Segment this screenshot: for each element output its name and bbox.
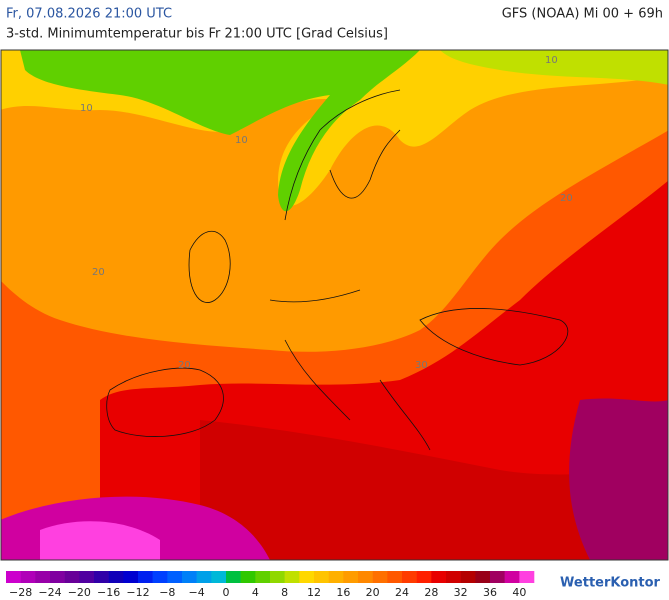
legend-label: 28	[424, 586, 438, 599]
legend-swatch	[123, 571, 139, 583]
legend-swatch	[387, 571, 403, 583]
legend-swatch	[431, 571, 447, 583]
legend-label: −24	[38, 586, 61, 599]
legend-swatch	[20, 571, 36, 583]
legend-swatch	[79, 571, 95, 583]
legend-label: 8	[281, 586, 288, 599]
legend-swatch	[255, 571, 271, 583]
legend-swatch	[138, 571, 153, 583]
legend-swatch	[182, 571, 197, 583]
legend-swatch	[460, 571, 476, 583]
legend-swatch	[372, 571, 388, 583]
contour-label: 20	[92, 267, 105, 278]
legend-swatch	[314, 571, 329, 583]
legend-label: 4	[252, 586, 259, 599]
legend-swatch	[402, 571, 417, 583]
legend-swatch	[167, 571, 183, 583]
legend-swatch	[211, 571, 227, 583]
legend-swatch	[196, 571, 212, 583]
green-zone	[440, 50, 668, 85]
date: Fr, 07.08.2026 21:00 UTC	[6, 7, 172, 22]
legend-label: 12	[307, 586, 321, 599]
legend-swatch	[270, 571, 285, 583]
legend-label: 16	[336, 586, 350, 599]
contour-label: 10	[235, 135, 248, 146]
legend-swatch	[240, 571, 256, 583]
legend-swatch	[475, 571, 491, 583]
contour-label: 20	[178, 360, 191, 371]
legend-label: 24	[395, 586, 409, 599]
subtitle: 3-std. Minimumtemperatur bis Fr 21:00 UT…	[6, 27, 388, 42]
green-zone	[20, 50, 420, 212]
legend: −28 −24 −20 −16 −12 −8 −4 0 4 8 12 16 20 24 28 32 36 40	[6, 571, 535, 599]
legend-label: −4	[189, 586, 205, 599]
legend-label: −16	[97, 586, 120, 599]
contour-label: 20	[560, 193, 573, 204]
legend-label: −12	[126, 586, 149, 599]
legend-swatch	[519, 571, 535, 583]
legend-swatch	[50, 571, 65, 583]
hot-zone	[200, 420, 668, 560]
legend-swatch	[226, 571, 241, 583]
legend-swatch	[64, 571, 80, 583]
legend-swatch	[299, 571, 315, 583]
legend-swatch	[152, 571, 168, 583]
legend-swatch	[284, 571, 300, 583]
legend-label: −20	[68, 586, 91, 599]
legend-swatch	[328, 571, 344, 583]
very-hot-zone	[40, 521, 160, 560]
legend-label: −28	[9, 586, 32, 599]
coastlines	[106, 89, 569, 451]
contour-label: 10	[80, 103, 93, 114]
map-frame	[0, 49, 669, 561]
map	[0, 49, 669, 561]
legend-label: 40	[512, 586, 526, 599]
model: GFS (NOAA) Mi 00 + 69h	[502, 7, 663, 22]
legend-swatch	[504, 571, 520, 583]
contour-label: 10	[545, 55, 558, 66]
legend-swatch	[94, 571, 109, 583]
legend-label: 20	[366, 586, 380, 599]
legend-swatch	[358, 571, 373, 583]
legend-label: −8	[159, 586, 175, 599]
legend-label: 36	[483, 586, 497, 599]
legend-label: 32	[454, 586, 468, 599]
legend-label: 0	[223, 586, 230, 599]
legend-swatch	[446, 571, 461, 583]
legend-swatch	[108, 571, 124, 583]
legend-swatch	[490, 571, 505, 583]
legend-swatch	[6, 571, 21, 583]
logo: WetterKontor	[560, 576, 661, 591]
legend-swatch	[416, 571, 432, 583]
legend-swatch	[35, 571, 51, 583]
contour-label: 30	[415, 360, 428, 371]
legend-swatch	[343, 571, 359, 583]
very-hot-zone	[569, 398, 668, 560]
